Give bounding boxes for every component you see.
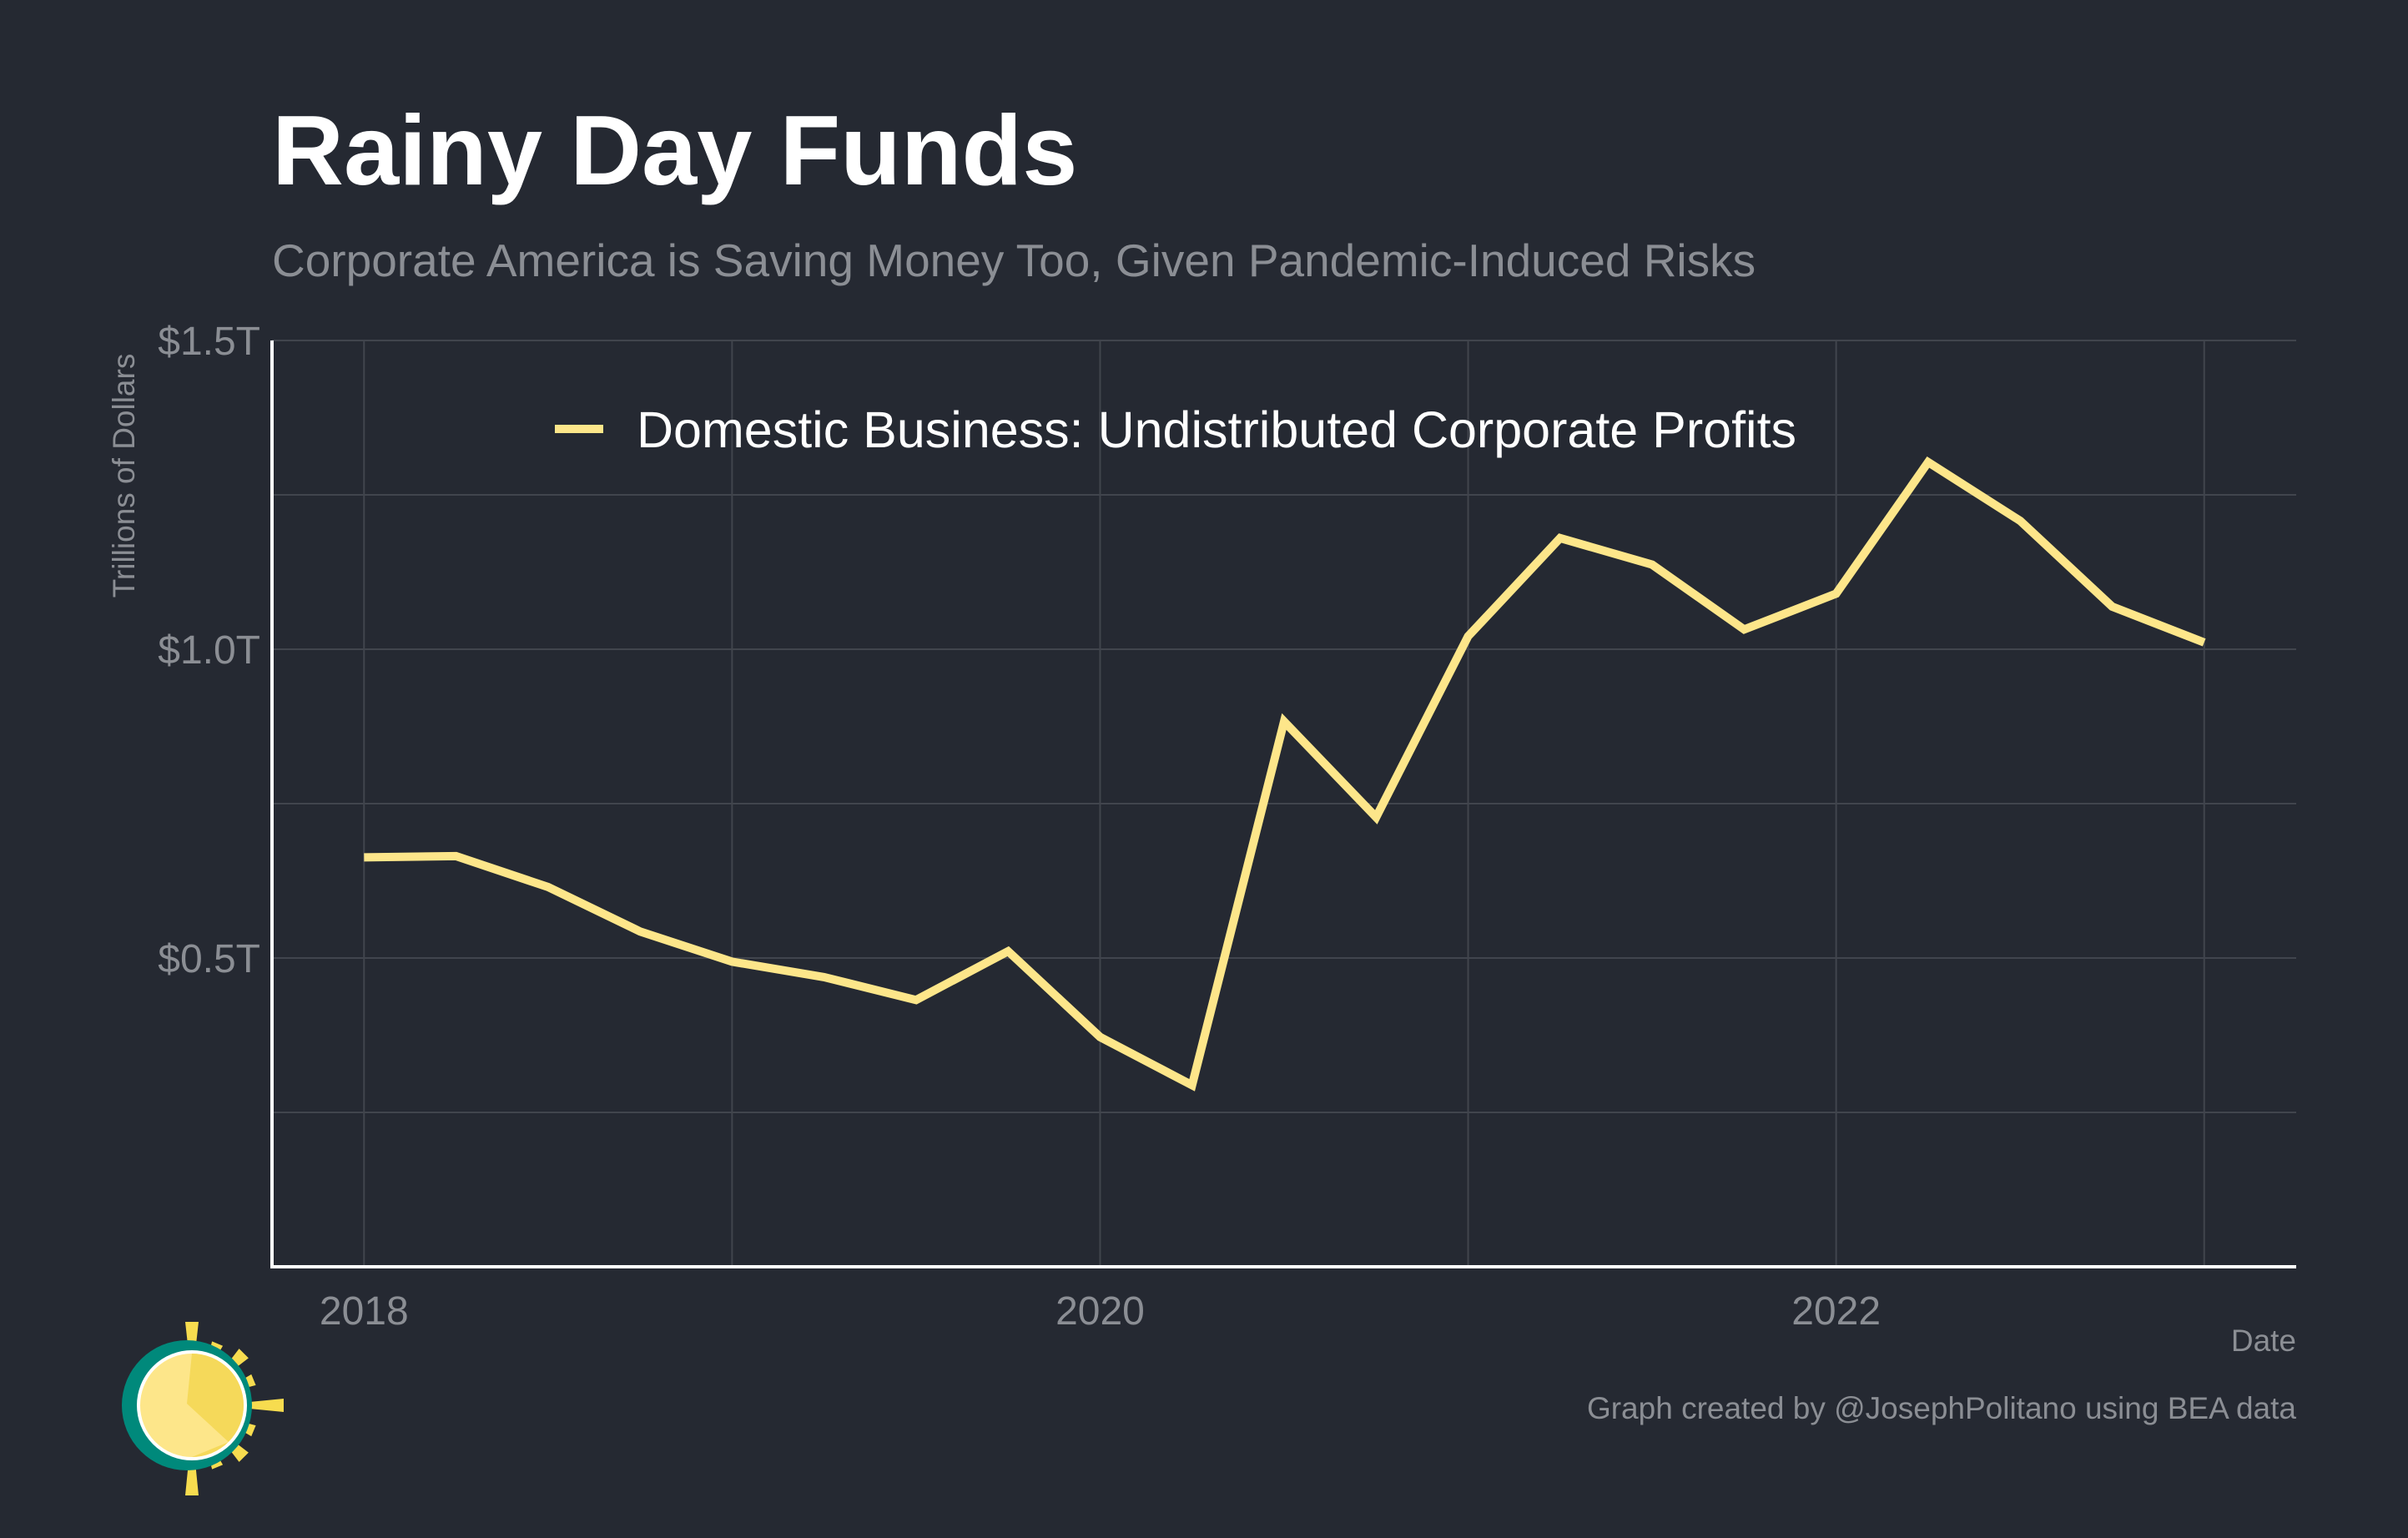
x-tick-label: 2018: [320, 1289, 409, 1334]
x-tick-label: 2022: [1791, 1289, 1881, 1334]
sun-shade-icon: [187, 1354, 244, 1457]
y-axis-title: Trillions of Dollars: [107, 354, 141, 598]
legend-label: Domestic Business: Undistributed Corpora…: [637, 401, 1796, 458]
x-tick-label: 2020: [1055, 1289, 1145, 1334]
x-axis-title: Date: [2231, 1324, 2296, 1358]
chart-subtitle: Corporate America is Saving Money Too, G…: [272, 234, 1756, 286]
sun-logo: [122, 1322, 284, 1495]
grid-lines: [272, 340, 2296, 1267]
y-tick-label: $0.5T: [158, 937, 260, 981]
source-caption: Graph created by @JosephPolitano using B…: [1587, 1391, 2296, 1425]
y-tick-label: $1.0T: [158, 628, 260, 673]
series-layer: [364, 456, 2206, 1092]
legend: Domestic Business: Undistributed Corpora…: [555, 401, 1796, 458]
y-tick-label: $1.5T: [158, 320, 260, 364]
chart-title: Rainy Day Funds: [272, 95, 1077, 206]
y-tick-labels: $0.5T $1.0T $1.5T: [158, 320, 260, 981]
x-tick-labels: 2018 2020 2022: [320, 1289, 1881, 1334]
series-line: [364, 456, 2206, 1092]
